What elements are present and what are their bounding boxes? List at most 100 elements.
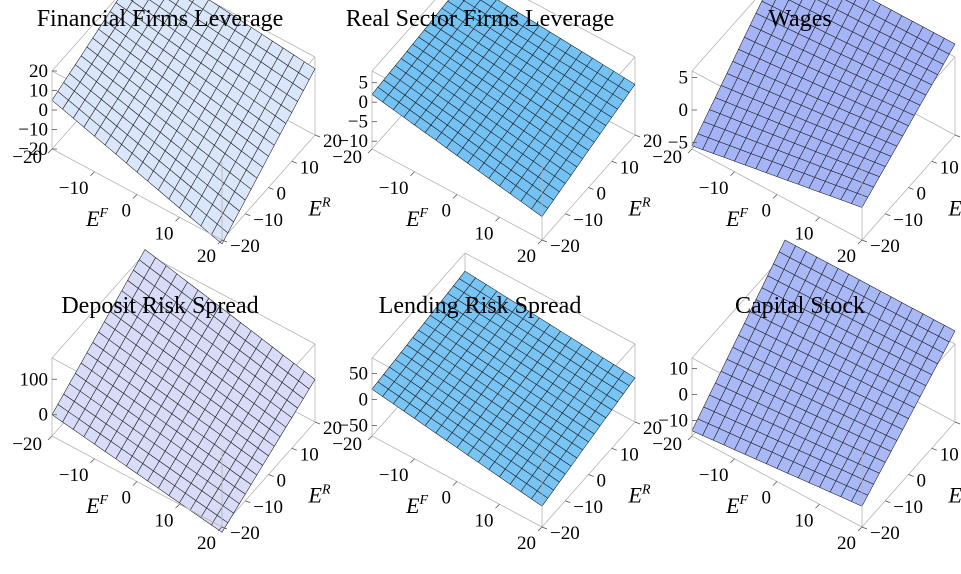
- y-tick-label: 20: [643, 131, 662, 152]
- y-tick-label: −20: [230, 236, 260, 257]
- surface-mesh: [371, 0, 636, 217]
- z-tick-label: 5: [679, 68, 689, 89]
- surface-mesh: [51, 249, 316, 533]
- x-tick-label: −20: [12, 434, 42, 455]
- surface-plot: 10 0 −10 −20 −10 0 10 20 20 10 0 −10 −20 EF ER: [652, 239, 961, 554]
- z-tick-label: −10: [658, 410, 688, 431]
- surface-mesh: [51, 0, 316, 245]
- z-tick-label: 0: [39, 405, 49, 426]
- z-tick-label: −5: [348, 112, 368, 133]
- z-tick-label: 50: [349, 364, 368, 385]
- y-tick-label: 0: [917, 184, 927, 205]
- y-axis-label: ER: [308, 196, 331, 221]
- x-axis-label: EF: [405, 493, 428, 518]
- y-tick-label: −20: [870, 523, 900, 544]
- x-axis-label: EF: [725, 206, 748, 231]
- z-tick-label: 0: [679, 100, 689, 121]
- x-tick-label: 10: [475, 223, 494, 244]
- y-tick-label: −10: [893, 210, 923, 231]
- z-tick-label: −10: [338, 131, 368, 152]
- x-tick-label: −20: [332, 147, 362, 168]
- z-tick-label: 0: [39, 100, 49, 121]
- y-axis-label: ER: [628, 483, 651, 508]
- z-tick-label: 0: [679, 384, 689, 405]
- x-tick-label: −10: [699, 178, 729, 199]
- y-axis-label: ER: [948, 483, 961, 508]
- y-tick-label: −20: [230, 523, 260, 544]
- y-tick-label: 20: [323, 131, 342, 152]
- z-tick-label: 0: [359, 92, 369, 113]
- y-tick-label: 0: [597, 184, 607, 205]
- y-tick-label: 10: [940, 444, 959, 465]
- z-tick-label: −5: [668, 133, 688, 154]
- chart-panel-real-sector-firms-leverage: 5 0 −5 −10 −20 −10 0 10 20 20 10 0 −10 −20 EF ER Real S…: [320, 0, 662, 287]
- chart-panel-deposit-risk-spread: 100 0 −20 −10 0 10 20 20 10 0 −10 −20 EF ER Deposit R…: [0, 249, 342, 574]
- chart-title: Deposit Risk Spread: [61, 293, 259, 319]
- x-tick-label: 0: [122, 201, 132, 222]
- chart-title: Lending Risk Spread: [378, 293, 582, 319]
- x-axis-label: EF: [85, 493, 108, 518]
- y-tick-label: −10: [893, 497, 923, 518]
- x-tick-label: −10: [59, 178, 89, 199]
- y-tick-label: 10: [940, 157, 959, 178]
- y-tick-label: −10: [573, 497, 603, 518]
- chart-title: Real Sector Firms Leverage: [345, 6, 615, 32]
- x-tick-label: −20: [332, 434, 362, 455]
- x-axis-label: EF: [85, 206, 108, 231]
- x-tick-label: −10: [59, 465, 89, 486]
- x-tick-label: 0: [122, 488, 132, 509]
- z-tick-label: 0: [359, 390, 369, 411]
- y-axis-label: ER: [308, 483, 331, 508]
- x-tick-label: 10: [155, 510, 174, 531]
- z-tick-label: 100: [20, 369, 49, 390]
- y-tick-label: −10: [253, 497, 283, 518]
- z-tick-label: −50: [338, 416, 368, 437]
- y-tick-label: 10: [620, 444, 639, 465]
- x-tick-label: 20: [837, 246, 856, 267]
- x-tick-label: 10: [475, 510, 494, 531]
- y-tick-label: −10: [253, 210, 283, 231]
- x-tick-label: −10: [379, 465, 409, 486]
- x-axis-label: EF: [405, 206, 428, 231]
- y-tick-label: 0: [277, 184, 287, 205]
- surface-mesh: [691, 0, 956, 208]
- y-tick-label: −10: [573, 210, 603, 231]
- y-tick-label: 10: [300, 157, 319, 178]
- y-axis-label: ER: [948, 196, 961, 221]
- x-tick-label: 20: [197, 533, 216, 554]
- x-tick-label: −20: [652, 434, 682, 455]
- z-tick-label: 10: [669, 358, 688, 379]
- surface-mesh: [691, 239, 956, 507]
- x-tick-label: 10: [155, 223, 174, 244]
- x-tick-label: 20: [517, 246, 536, 267]
- x-tick-label: 20: [517, 533, 536, 554]
- z-tick-label: −10: [18, 120, 48, 141]
- x-tick-label: 10: [795, 510, 814, 531]
- x-tick-label: −20: [12, 147, 42, 168]
- x-tick-label: −10: [379, 178, 409, 199]
- x-tick-label: 10: [795, 223, 814, 244]
- z-tick-label: 20: [29, 61, 48, 82]
- y-axis-label: ER: [628, 196, 651, 221]
- chart-panel-lending-risk-spread: 50 0 −50 −20 −10 0 10 20 20 10 0 −10 −20 EF ER Lending…: [320, 252, 662, 574]
- chart-title: Financial Firms Leverage: [36, 6, 284, 32]
- y-tick-label: 0: [917, 471, 927, 492]
- z-tick-label: 5: [359, 73, 369, 94]
- chart-panel-capital-stock: 10 0 −10 −20 −10 0 10 20 20 10 0 −10 −20 EF ER Capital…: [640, 239, 961, 574]
- y-tick-label: −20: [870, 236, 900, 257]
- y-tick-label: 20: [643, 418, 662, 439]
- x-axis-label: EF: [725, 493, 748, 518]
- x-tick-label: −20: [652, 147, 682, 168]
- x-tick-label: 0: [442, 488, 452, 509]
- x-tick-label: 0: [762, 488, 772, 509]
- chart-panel-financial-firms-leverage: 20 10 0 −10 −20 −20 −10 0 10 20 20 10 0 −10 −20 EF ER Fi…: [0, 0, 342, 287]
- y-tick-label: 0: [597, 471, 607, 492]
- chart-title: Wages: [768, 6, 832, 32]
- z-tick-label: 10: [29, 81, 48, 102]
- z-tick-label: −20: [18, 139, 48, 160]
